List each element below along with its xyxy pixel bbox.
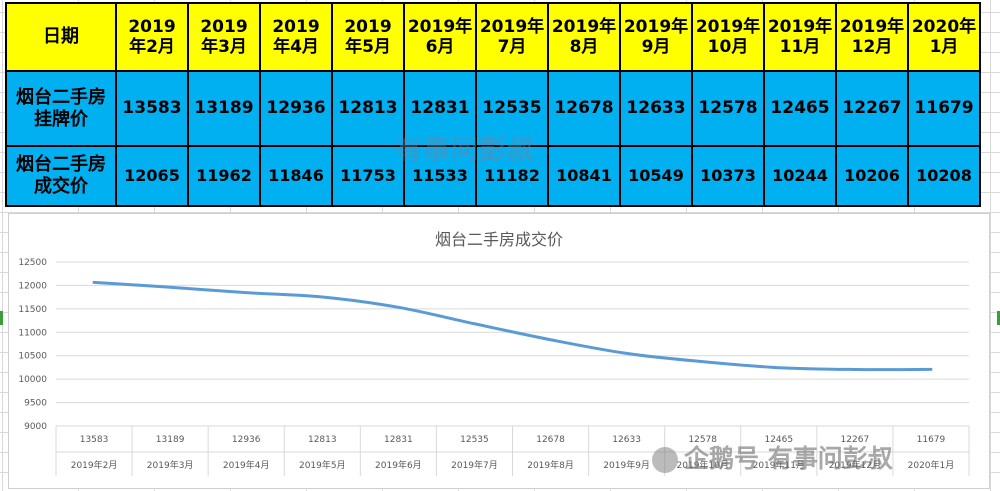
x-tick-label: 2020年1月 — [908, 459, 955, 471]
listing-value-cell[interactable]: 13189 — [187, 70, 261, 147]
data-point — [625, 352, 628, 355]
x-tick-label: 2019年10月 — [677, 459, 729, 471]
x-tick-label: 2019年2月 — [71, 459, 118, 471]
listing-value-cell[interactable]: 12831 — [403, 70, 477, 147]
x-tick-top-label: 12936 — [232, 435, 261, 445]
deal-price-row: 烟台二手房 成交价 12065 11962 11846 11753 11533 11182 1… — [5, 145, 981, 207]
month-header-cell[interactable]: 2019年 8月 — [547, 2, 621, 72]
x-tick-top-label: 11679 — [917, 435, 946, 445]
deal-label-cell[interactable]: 烟台二手房 成交价 — [5, 145, 117, 207]
x-tick-label: 2019年7月 — [451, 459, 498, 471]
data-point — [853, 368, 856, 371]
month-header-cell[interactable]: 2019年 9月 — [619, 2, 693, 72]
listing-value-cell[interactable]: 12813 — [331, 70, 405, 147]
right-row-marker — [997, 311, 1000, 325]
x-tick-label: 2019年8月 — [527, 459, 574, 471]
month-header-cell[interactable]: 2019 年5月 — [331, 2, 405, 72]
month-header-cell[interactable]: 2020年 1月 — [907, 2, 981, 72]
deal-value-cell[interactable]: 10244 — [763, 145, 837, 207]
y-tick-label: 12000 — [18, 281, 47, 291]
month-header-cell[interactable]: 2019 年3月 — [187, 2, 261, 72]
listing-value-cell[interactable]: 12535 — [475, 70, 549, 147]
watermark-text: 有事问彭叔 — [395, 135, 535, 166]
listing-value-cell[interactable]: 12936 — [259, 70, 333, 147]
listing-value-cell[interactable]: 12267 — [835, 70, 909, 147]
listing-label: 烟台二手房 挂牌价 — [16, 86, 106, 130]
data-point — [397, 306, 400, 309]
x-tick-label: 2019年6月 — [375, 459, 422, 471]
x-tick-top-label: 13583 — [80, 435, 109, 445]
deal-value-cell[interactable]: 11182 — [475, 145, 549, 207]
left-row-marker — [0, 311, 3, 325]
deal-value-cell[interactable]: 12065 — [115, 145, 189, 207]
y-tick-label: 11000 — [18, 328, 47, 338]
table-header-row: 日期 2019 年2月 2019 年3月 2019 年4月 2019 年5月 2019年 6月 20… — [5, 2, 981, 72]
x-tick-top-label: 12633 — [612, 435, 641, 445]
listing-value-cell[interactable]: 12465 — [763, 70, 837, 147]
x-tick-label: 2019年4月 — [223, 459, 270, 471]
month-header-cell[interactable]: 2019 年2月 — [115, 2, 189, 72]
chart-panel[interactable]: 烟台二手房成交价 9000 9500 10000 10500 11000 11500 120… — [8, 213, 990, 489]
header-label-cell[interactable]: 日期 — [5, 2, 117, 72]
deal-value-cell[interactable]: 11533 — [403, 145, 477, 207]
x-tick-top-label: 13189 — [156, 435, 185, 445]
x-tick-top-label: 12267 — [841, 435, 870, 445]
y-tick-label: 9500 — [24, 399, 47, 409]
listing-value-cell[interactable]: 12578 — [691, 70, 765, 147]
price-table: 日期 2019 年2月 2019 年3月 2019 年4月 2019 年5月 2019年 6月 20… — [5, 2, 981, 207]
data-point — [777, 366, 780, 369]
deal-value-cell[interactable]: 10549 — [619, 145, 693, 207]
listing-label-cell[interactable]: 烟台二手房 挂牌价 — [5, 70, 117, 147]
x-tick-top-label: 12578 — [688, 435, 717, 445]
chart-title: 烟台二手房成交价 — [434, 230, 563, 249]
deal-value-cell[interactable]: 10841 — [547, 145, 621, 207]
x-tick-top-label: 12678 — [536, 435, 565, 445]
deal-value-cell[interactable]: 11846 — [259, 145, 333, 207]
month-header-cell[interactable]: 2019年 6月 — [403, 2, 477, 72]
brand-watermark: 企鹅号 有事问彭叔 — [652, 439, 893, 475]
month-header-cell[interactable]: 2019 年4月 — [259, 2, 333, 72]
y-tick-label: 10000 — [18, 375, 47, 385]
y-tick-label: 11500 — [18, 305, 47, 315]
data-point — [701, 360, 704, 363]
y-tick-label: 10500 — [18, 352, 47, 362]
listing-price-row: 烟台二手房 挂牌价 13583 13189 12936 12813 12831 12535 1… — [5, 70, 981, 147]
deal-value-cell[interactable]: 10373 — [691, 145, 765, 207]
x-tick-top-label: 12535 — [460, 435, 489, 445]
month-header-cell[interactable]: 2019年 11月 — [763, 2, 837, 72]
line-chart: 9000 9500 10000 10500 11000 11500 12000 12500 13… — [18, 258, 970, 476]
month-header-cell[interactable]: 2019年 12月 — [835, 2, 909, 72]
data-point — [549, 338, 552, 341]
x-tick-label: 2019年11月 — [753, 459, 805, 471]
data-point — [929, 368, 932, 371]
listing-value-cell[interactable]: 11679 — [907, 70, 981, 147]
listing-value-cell[interactable]: 12633 — [619, 70, 693, 147]
x-tick-top-label: 12465 — [764, 435, 793, 445]
penguin-icon — [652, 447, 678, 473]
deal-label: 烟台二手房 成交价 — [16, 154, 106, 197]
data-point — [169, 286, 172, 289]
deal-value-cell[interactable]: 11962 — [187, 145, 261, 207]
month-header-cell[interactable]: 2019年 10月 — [691, 2, 765, 72]
data-point — [473, 322, 476, 325]
x-tick-label: 2019年12月 — [829, 459, 881, 471]
x-tick-label: 2019年5月 — [299, 459, 346, 471]
x-tick-label: 2019年3月 — [147, 459, 194, 471]
brand-watermark-text: 企鹅号 有事问彭叔 — [684, 444, 893, 473]
listing-value-cell[interactable]: 12678 — [547, 70, 621, 147]
series-line — [92, 280, 933, 372]
deal-value-cell[interactable]: 11753 — [331, 145, 405, 207]
x-tick-label: 2019年9月 — [603, 459, 650, 471]
deal-value-cell[interactable]: 10208 — [907, 145, 981, 207]
x-tick-top-label: 12813 — [308, 435, 337, 445]
data-point — [321, 296, 324, 299]
x-tick-top-label: 12831 — [384, 435, 413, 445]
deal-value-cell[interactable]: 10206 — [835, 145, 909, 207]
month-header-cell[interactable]: 2019年 7月 — [475, 2, 549, 72]
y-tick-label: 9000 — [24, 422, 47, 432]
data-point — [245, 291, 248, 294]
y-tick-label: 12500 — [18, 258, 47, 268]
data-point — [93, 281, 96, 284]
listing-value-cell[interactable]: 13583 — [115, 70, 189, 147]
